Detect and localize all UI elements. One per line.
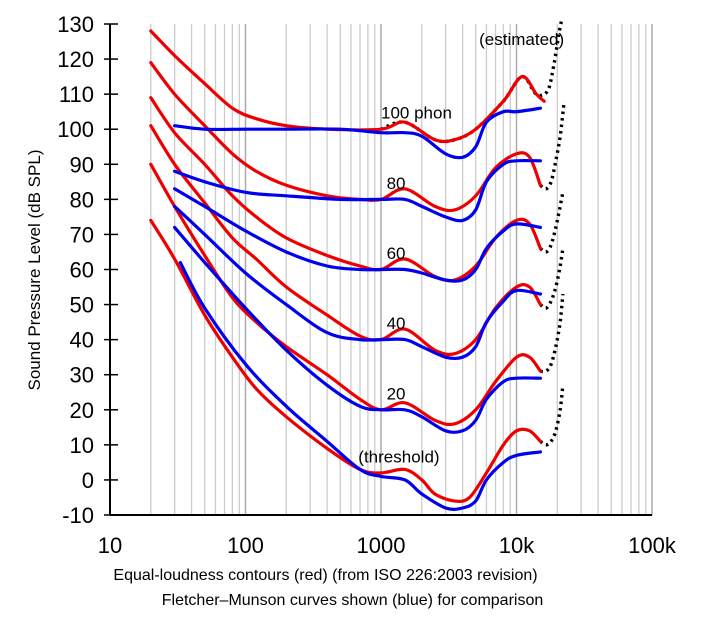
caption-line-1: Equal-loudness contours (red) (from ISO … bbox=[113, 567, 538, 584]
fletcher-curve-3 bbox=[173, 204, 542, 361]
x-tick-label: 10 bbox=[98, 533, 122, 558]
tick-labels: -10 0 10 20 30 40 50 60 70 80 90 100 110 120 130 10 100 1… bbox=[57, 12, 677, 558]
y-tick-label: 70 bbox=[70, 222, 94, 247]
estimated-curve-5 bbox=[539, 384, 565, 447]
axes bbox=[104, 23, 652, 516]
curve-annotation: 100 phon bbox=[381, 104, 452, 123]
fletcher-curve-5 bbox=[178, 260, 542, 511]
x-tick-label: 1000 bbox=[357, 533, 406, 558]
y-tick-label: 10 bbox=[70, 433, 94, 458]
curve-annotation: (estimated) bbox=[479, 30, 564, 49]
fletcher-curve-4 bbox=[173, 225, 542, 434]
x-tick-label: 100k bbox=[628, 533, 677, 558]
curve-annotation: 80 bbox=[387, 174, 406, 193]
curve-annotation: 20 bbox=[387, 384, 406, 403]
y-tick-label: 110 bbox=[59, 82, 94, 107]
y-axis-label: Sound Pressure Level (dB SPL) bbox=[25, 150, 44, 391]
y-tick-label: 40 bbox=[70, 328, 94, 353]
fletcher-curve-2 bbox=[173, 187, 542, 283]
estimated-curve-0 bbox=[380, 20, 564, 144]
y-tick-label: 30 bbox=[70, 363, 94, 388]
y-tick-label: 60 bbox=[70, 258, 94, 283]
y-tick-label: 90 bbox=[70, 152, 94, 177]
estimated-curve-4 bbox=[540, 293, 565, 374]
y-tick-label: 0 bbox=[82, 468, 94, 493]
fletcher-curve-1 bbox=[173, 158, 542, 223]
curves bbox=[149, 20, 566, 511]
y-tick-label: 80 bbox=[70, 187, 94, 212]
curve-annotation: 40 bbox=[387, 314, 406, 333]
y-tick-label: 20 bbox=[70, 398, 94, 423]
iso-curve-4 bbox=[149, 162, 542, 427]
x-tick-label: 10k bbox=[499, 533, 535, 558]
y-tick-label: 100 bbox=[57, 117, 94, 142]
fletcher-curve-0 bbox=[173, 106, 542, 160]
curve-annotation: 60 bbox=[387, 244, 406, 263]
curve-annotation: (threshold) bbox=[358, 447, 439, 466]
iso-curve-0 bbox=[149, 29, 546, 144]
estimated-curve-2 bbox=[539, 191, 565, 254]
x-tick-label: 100 bbox=[227, 533, 264, 558]
iso-curve-5 bbox=[149, 218, 542, 503]
estimated-curve-3 bbox=[539, 248, 565, 310]
y-tick-label: 120 bbox=[57, 47, 94, 72]
y-tick-label: 130 bbox=[57, 12, 94, 37]
y-tick-label: -10 bbox=[62, 503, 94, 528]
estimated-curve-1 bbox=[539, 100, 566, 191]
caption-line-2: Fletcher–Munson curves shown (blue) for … bbox=[161, 592, 544, 609]
annotations: (estimated) 100 phon 80 60 40 20 (threshold) bbox=[358, 30, 564, 466]
y-tick-label: 50 bbox=[70, 293, 94, 318]
